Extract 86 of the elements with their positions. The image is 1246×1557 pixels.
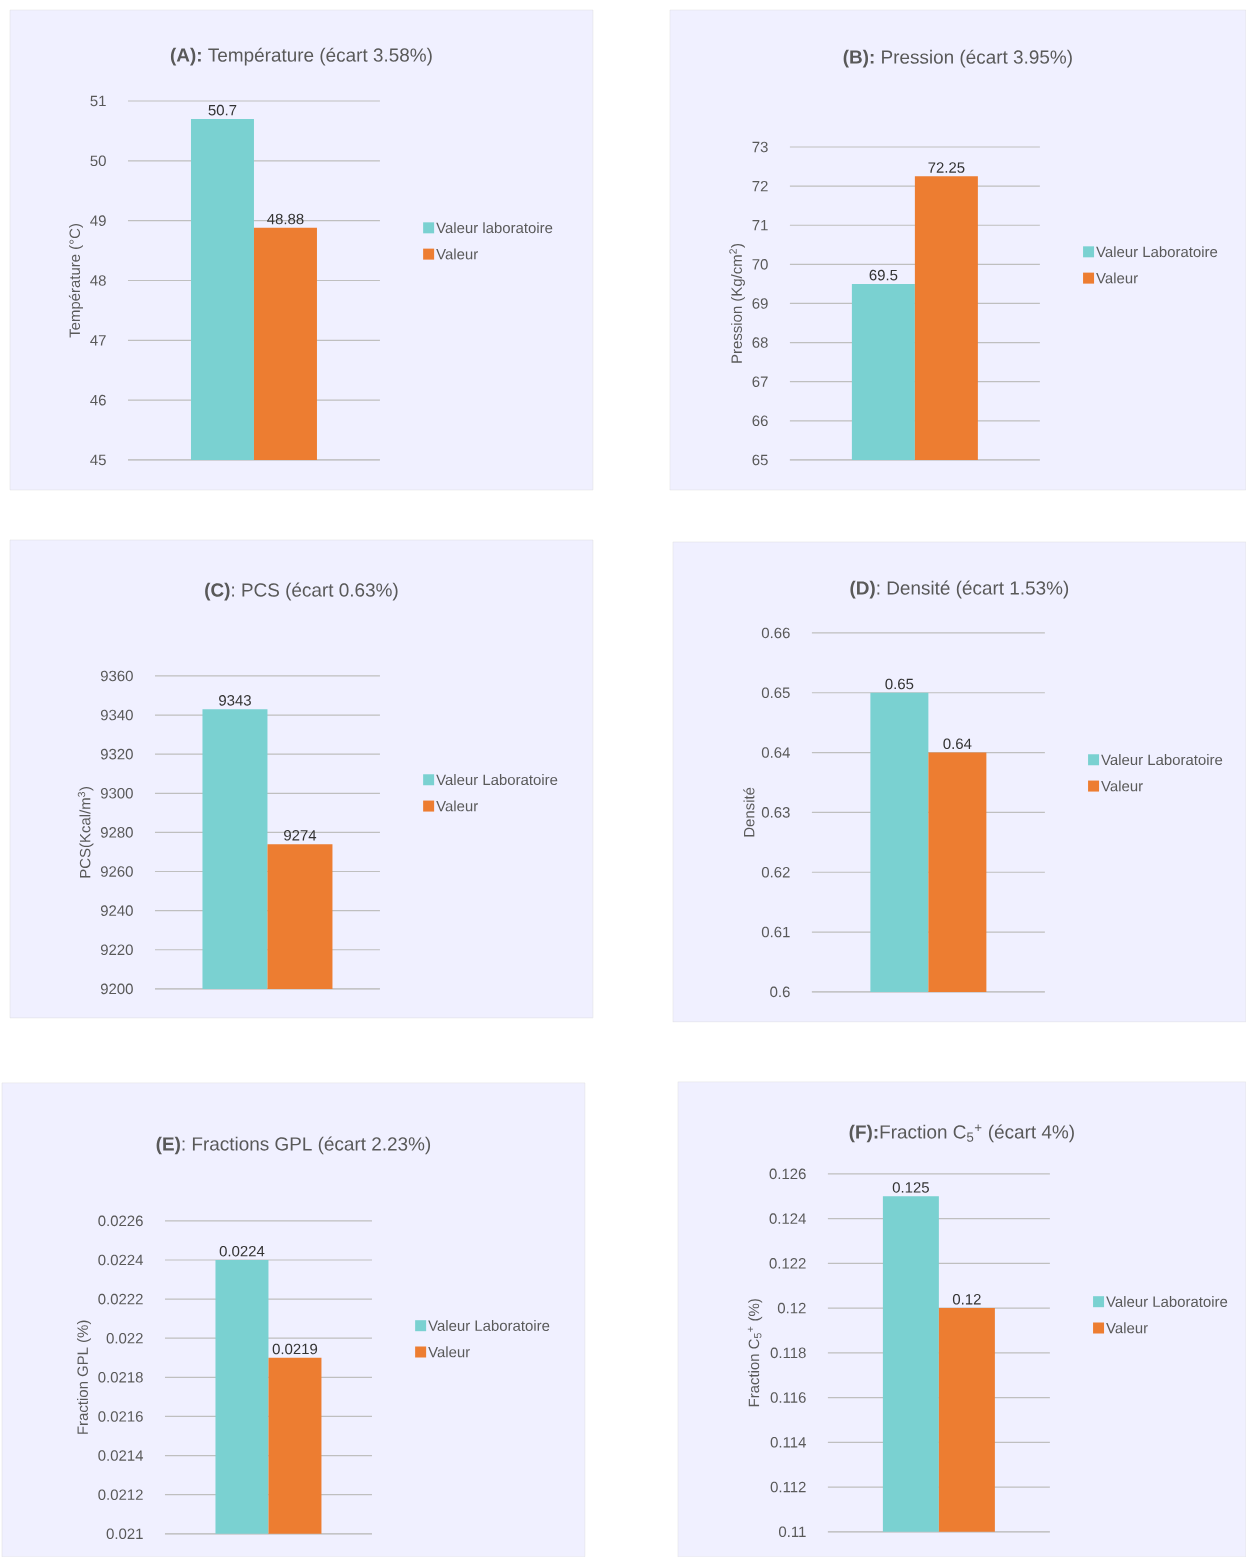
y-tick-label: 0.114	[770, 1437, 806, 1448]
y-tick-label: 0.64	[761, 747, 790, 758]
y-tick-label: 71	[752, 220, 768, 231]
y-axis-title: Fraction GPL (%)	[76, 1320, 91, 1434]
y-tick-label: 0.0222	[98, 1293, 143, 1305]
y-tick-label: 0.116	[770, 1392, 806, 1403]
chart-title: (B): Pression (écart 3.95%)	[843, 49, 1072, 68]
legend-label: Valeur	[436, 800, 478, 812]
legend-label: Valeur	[428, 1346, 470, 1358]
y-tick-label: 47	[90, 335, 106, 346]
legend-label: Valeur	[1101, 780, 1143, 792]
chart-title: (E): Fractions GPL (écart 2.23%)	[156, 1136, 431, 1155]
y-tick-label: 67	[752, 376, 768, 387]
y-tick-label: 46	[90, 394, 106, 406]
y-tick-label: 69	[752, 298, 768, 309]
y-tick-label: 0.66	[761, 627, 790, 639]
y-tick-label: 0.61	[761, 926, 790, 938]
y-tick-label: 0.0218	[98, 1372, 143, 1383]
y-tick-label: 0.6	[770, 986, 790, 998]
data-label: 48.88	[267, 213, 304, 225]
y-tick-label: 9360	[100, 670, 133, 682]
chart-title: (F):Fraction C$_{5}$$^{+}$ (écart 4%)	[849, 1124, 1074, 1143]
y-tick-label: 9260	[100, 866, 133, 877]
y-axis-title: Pression (Kg/cm$^{2}$)	[729, 243, 745, 363]
y-tick-label: 51	[90, 95, 106, 107]
data-label: 69.5	[869, 269, 898, 281]
legend-label: Valeur Laboratoire	[428, 1320, 550, 1331]
legend-label: Valeur laboratoire	[436, 222, 553, 234]
legend-label: Valeur Laboratoire	[1101, 754, 1223, 766]
data-label: 0.64	[943, 738, 972, 750]
legend-label: Valeur Laboratoire	[1096, 246, 1218, 258]
y-tick-label: 0.022	[106, 1332, 143, 1344]
y-tick-label: 9280	[100, 827, 133, 838]
y-tick-label: 45	[90, 454, 106, 466]
y-tick-label: 0.62	[761, 866, 790, 878]
y-tick-label: 0.124	[769, 1213, 806, 1224]
y-tick-label: 0.63	[761, 807, 790, 818]
data-label: 0.125	[892, 1182, 929, 1193]
data-label: 0.0224	[219, 1245, 265, 1257]
chart-title: (C): PCS (écart 0.63%)	[205, 582, 398, 601]
legend-label: Valeur Laboratoire	[1106, 1296, 1228, 1307]
chart-title: (D): Densité (écart 1.53%)	[850, 580, 1069, 599]
y-axis-title: Fraction C$_{5}$$^{+}$ (%)	[747, 1299, 763, 1407]
y-axis-title: Densité	[743, 787, 755, 837]
y-tick-label: 49	[90, 215, 106, 226]
y-tick-label: 9300	[100, 787, 133, 799]
data-label: 9343	[219, 695, 251, 706]
y-axis-title: Température (°C)	[68, 224, 83, 338]
legend-label: Valeur	[1096, 272, 1138, 284]
y-tick-label: 9200	[100, 983, 133, 995]
data-label: 0.0219	[272, 1343, 318, 1355]
y-tick-label: 0.11	[778, 1526, 806, 1538]
chart-title: (A): Température (écart 3.58%)	[170, 47, 432, 66]
y-tick-label: 9340	[100, 709, 133, 721]
y-tick-label: 0.0224	[98, 1254, 143, 1266]
y-tick-label: 0.0226	[98, 1215, 143, 1227]
data-label: 72.25	[928, 162, 965, 173]
y-tick-label: 9320	[100, 748, 133, 760]
y-tick-label: 73	[752, 141, 768, 153]
y-tick-label: 65	[752, 454, 768, 466]
y-tick-label: 9240	[100, 905, 133, 916]
y-tick-label: 68	[752, 337, 768, 348]
y-tick-label: 0.118	[770, 1347, 806, 1359]
y-tick-label: 50	[90, 155, 106, 167]
legend-label: Valeur Laboratoire	[436, 774, 558, 786]
data-label: 0.65	[885, 678, 914, 690]
y-tick-label: 0.112	[770, 1481, 806, 1493]
y-tick-label: 0.0214	[98, 1450, 143, 1461]
data-label: 9274	[284, 830, 317, 841]
data-label: 50.7	[208, 104, 237, 116]
y-tick-label: 70	[752, 259, 768, 270]
y-tick-label: 48	[90, 275, 106, 286]
y-axis-title: PCS(Kcal/m$^{3}$)	[77, 787, 94, 878]
y-tick-label: 0.0212	[98, 1489, 143, 1500]
y-tick-label: 0.0216	[98, 1411, 143, 1422]
y-tick-label: 0.65	[761, 687, 790, 699]
y-tick-label: 9220	[100, 944, 133, 956]
y-tick-label: 0.126	[769, 1168, 806, 1180]
legend-label: Valeur	[436, 248, 478, 260]
legend-label: Valeur	[1106, 1322, 1148, 1334]
y-tick-label: 0.12	[777, 1302, 806, 1314]
data-label: 0.12	[952, 1294, 981, 1305]
y-tick-label: 66	[752, 415, 768, 427]
y-tick-label: 0.122	[769, 1258, 806, 1269]
y-tick-label: 72	[752, 180, 768, 192]
y-tick-label: 0.021	[106, 1528, 143, 1540]
